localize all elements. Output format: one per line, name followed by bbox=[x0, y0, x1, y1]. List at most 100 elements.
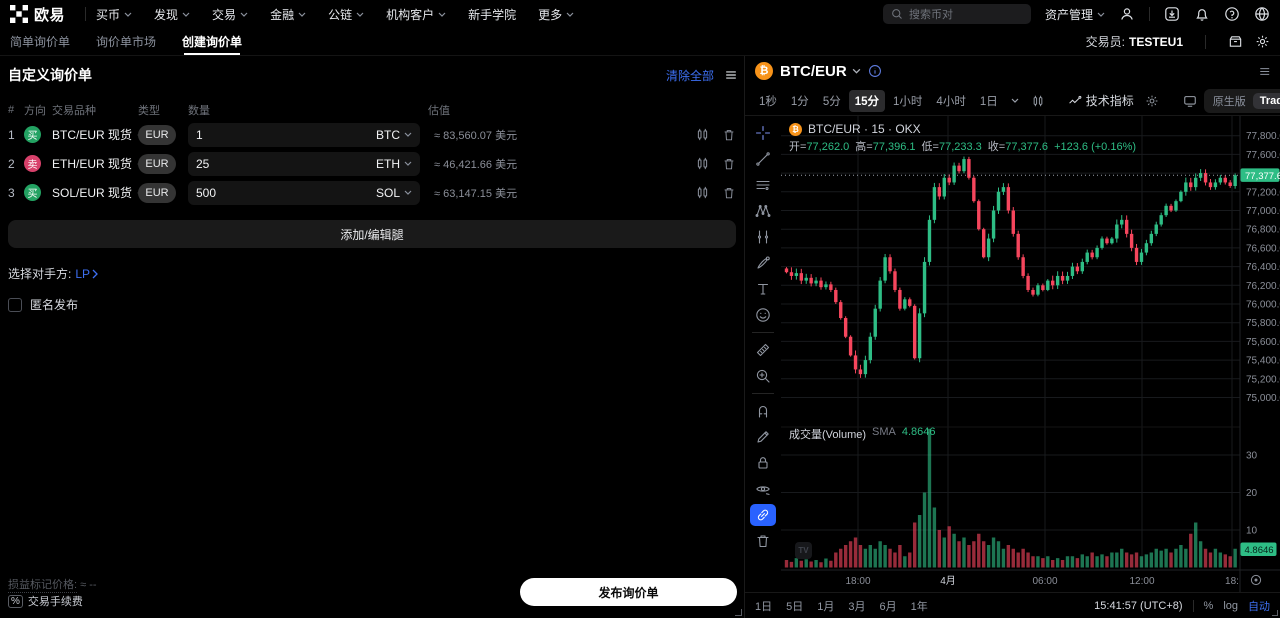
instrument-selector[interactable]: ETH/EUR 现货 bbox=[52, 157, 138, 171]
svg-text:77,000.0: 77,000.0 bbox=[1246, 206, 1280, 217]
resize-corner[interactable] bbox=[1272, 610, 1278, 616]
clock[interactable]: 15:41:57 (UTC+8) bbox=[1094, 599, 1183, 612]
resize-corner[interactable] bbox=[735, 609, 742, 616]
auto-scale-button[interactable]: 自动 bbox=[1248, 600, 1270, 613]
bell-icon[interactable] bbox=[1194, 6, 1210, 22]
type-pill[interactable]: EUR bbox=[138, 153, 176, 174]
menu-item[interactable]: 买币 bbox=[96, 6, 132, 23]
percent-scale-button[interactable]: % bbox=[1203, 599, 1214, 612]
interval-4小时[interactable]: 4小时 bbox=[936, 95, 966, 108]
crosshair-icon[interactable] bbox=[750, 122, 776, 144]
long-position-icon[interactable] bbox=[750, 226, 776, 248]
leg-row: 1 买 BTC/EUR 现货 EUR 1 BTC ≈ 83,560.07 美元 bbox=[0, 120, 744, 149]
display-mode-icon[interactable] bbox=[1178, 94, 1202, 108]
info-icon[interactable] bbox=[868, 64, 882, 78]
panel-menu-icon[interactable] bbox=[724, 68, 738, 82]
anonymous-checkbox[interactable] bbox=[8, 297, 22, 312]
log-scale-button[interactable]: log bbox=[1223, 599, 1238, 612]
emoji-icon[interactable] bbox=[750, 304, 776, 326]
menu-item[interactable]: 交易 bbox=[212, 6, 248, 23]
zoom-in-icon[interactable] bbox=[750, 365, 776, 387]
panel-header: 自定义询价单 清除全部 bbox=[0, 60, 744, 90]
settings-gear-icon[interactable] bbox=[1255, 34, 1270, 49]
amount-input[interactable]: 25 ETH bbox=[188, 151, 420, 176]
text-icon[interactable] bbox=[750, 278, 776, 300]
chart-toolbar: 1秒 1分 5分 15分 1小时 4小时 1日 技术指标 原生版 TradingView bbox=[745, 86, 1280, 116]
menu-item[interactable]: 金融 bbox=[270, 6, 306, 23]
range-1月[interactable]: 1月 bbox=[817, 600, 835, 613]
delete-leg-icon[interactable] bbox=[722, 128, 736, 142]
amount-input[interactable]: 500 SOL bbox=[188, 180, 420, 205]
delete-leg-icon[interactable] bbox=[722, 186, 736, 200]
user-icon[interactable] bbox=[1119, 6, 1135, 22]
delete-leg-icon[interactable] bbox=[722, 157, 736, 171]
interval-15分[interactable]: 15分 bbox=[848, 89, 886, 112]
currency-selector[interactable]: BTC bbox=[376, 128, 412, 142]
interval-more-chevron-icon[interactable] bbox=[1006, 98, 1024, 103]
xabcd-pattern-icon[interactable] bbox=[750, 200, 776, 222]
view-chart-icon[interactable] bbox=[695, 127, 710, 142]
candle-style-icon[interactable] bbox=[1026, 94, 1050, 108]
symbol-selector[interactable]: BTC/EUR bbox=[780, 63, 861, 80]
range-1年[interactable]: 1年 bbox=[910, 600, 928, 613]
candlestick-chart[interactable]: 77,800.077,600.077,400.077,200.077,000.0… bbox=[781, 116, 1280, 592]
assets-menu[interactable]: 资产管理 bbox=[1045, 6, 1105, 23]
help-icon[interactable] bbox=[1224, 6, 1240, 22]
currency-selector[interactable]: SOL bbox=[376, 186, 412, 200]
type-pill[interactable]: EUR bbox=[138, 124, 176, 145]
add-edit-legs-button[interactable]: 添加/编辑腿 bbox=[8, 220, 736, 248]
range-1日[interactable]: 1日 bbox=[755, 600, 773, 613]
orders-icon[interactable] bbox=[1228, 34, 1243, 49]
globe-icon[interactable] bbox=[1254, 6, 1270, 22]
amount-input[interactable]: 1 BTC bbox=[188, 122, 420, 147]
tab-简单询价单[interactable]: 简单询价单 bbox=[10, 35, 71, 49]
eye-icon[interactable] bbox=[750, 478, 776, 500]
interval-1秒[interactable]: 1秒 bbox=[759, 95, 777, 108]
type-pill[interactable]: EUR bbox=[138, 182, 176, 203]
menu-item[interactable]: 发现 bbox=[154, 6, 190, 23]
view-chart-icon[interactable] bbox=[695, 156, 710, 171]
magnet-icon[interactable] bbox=[750, 400, 776, 422]
horizontal-lines-icon[interactable] bbox=[750, 174, 776, 196]
interval-1分[interactable]: 1分 bbox=[790, 95, 809, 108]
interval-1日[interactable]: 1日 bbox=[979, 95, 998, 108]
indicators-button[interactable]: 技术指标 bbox=[1064, 92, 1138, 109]
menu-item[interactable]: 新手学院 bbox=[468, 7, 517, 22]
chevron-down-icon bbox=[852, 68, 861, 74]
search-input[interactable]: 搜索币对 bbox=[882, 4, 1031, 24]
chart-panel: ₿ BTC/EUR 1秒 1分 5分 15分 1小时 4小时 1日 技术指标 原生版 bbox=[745, 56, 1280, 618]
instrument-selector[interactable]: BTC/EUR 现货 bbox=[52, 128, 138, 142]
trash-icon[interactable] bbox=[750, 530, 776, 552]
tab-询价单市场[interactable]: 询价单市场 bbox=[96, 35, 157, 49]
svg-text:75,800.0: 75,800.0 bbox=[1246, 318, 1280, 329]
tab-创建询价单[interactable]: 创建询价单 bbox=[182, 28, 242, 55]
interval-5分[interactable]: 5分 bbox=[822, 95, 841, 108]
link-icon[interactable] bbox=[750, 504, 776, 526]
usd-value: ≈ 46,421.66 美元 bbox=[434, 158, 518, 171]
range-6月[interactable]: 6月 bbox=[879, 600, 897, 613]
clear-all-button[interactable]: 清除全部 bbox=[665, 68, 714, 83]
brush-icon[interactable] bbox=[750, 252, 776, 274]
view-chart-icon[interactable] bbox=[695, 185, 710, 200]
native-version-tab[interactable]: 原生版 bbox=[1212, 95, 1246, 108]
range-5日[interactable]: 5日 bbox=[786, 600, 804, 613]
interval-1小时[interactable]: 1小时 bbox=[893, 95, 923, 108]
menu-item[interactable]: 公链 bbox=[328, 6, 364, 23]
publish-rfq-button[interactable]: 发布询价单 bbox=[520, 578, 737, 606]
instrument-selector[interactable]: SOL/EUR 现货 bbox=[52, 186, 138, 200]
menu-item[interactable]: 机构客户 bbox=[386, 6, 446, 23]
edit-pencil-icon[interactable] bbox=[750, 426, 776, 448]
range-3月[interactable]: 3月 bbox=[848, 600, 866, 613]
ruler-icon[interactable] bbox=[750, 339, 776, 361]
chart-menu-icon[interactable] bbox=[1257, 65, 1270, 78]
trend-line-icon[interactable] bbox=[750, 148, 776, 170]
range-buttons: 1日 5日 1月 3月 6月 1年 bbox=[755, 598, 928, 614]
menu-item[interactable]: 更多 bbox=[538, 6, 574, 23]
chart-settings-gear-icon[interactable] bbox=[1140, 94, 1164, 108]
okx-logo[interactable]: 欧易 bbox=[10, 4, 65, 25]
tradingview-tab[interactable]: TradingView bbox=[1252, 92, 1280, 109]
lock-icon[interactable] bbox=[750, 452, 776, 474]
download-icon[interactable] bbox=[1164, 6, 1180, 22]
currency-selector[interactable]: ETH bbox=[376, 157, 412, 171]
counterparty-select[interactable]: LP bbox=[75, 267, 98, 281]
